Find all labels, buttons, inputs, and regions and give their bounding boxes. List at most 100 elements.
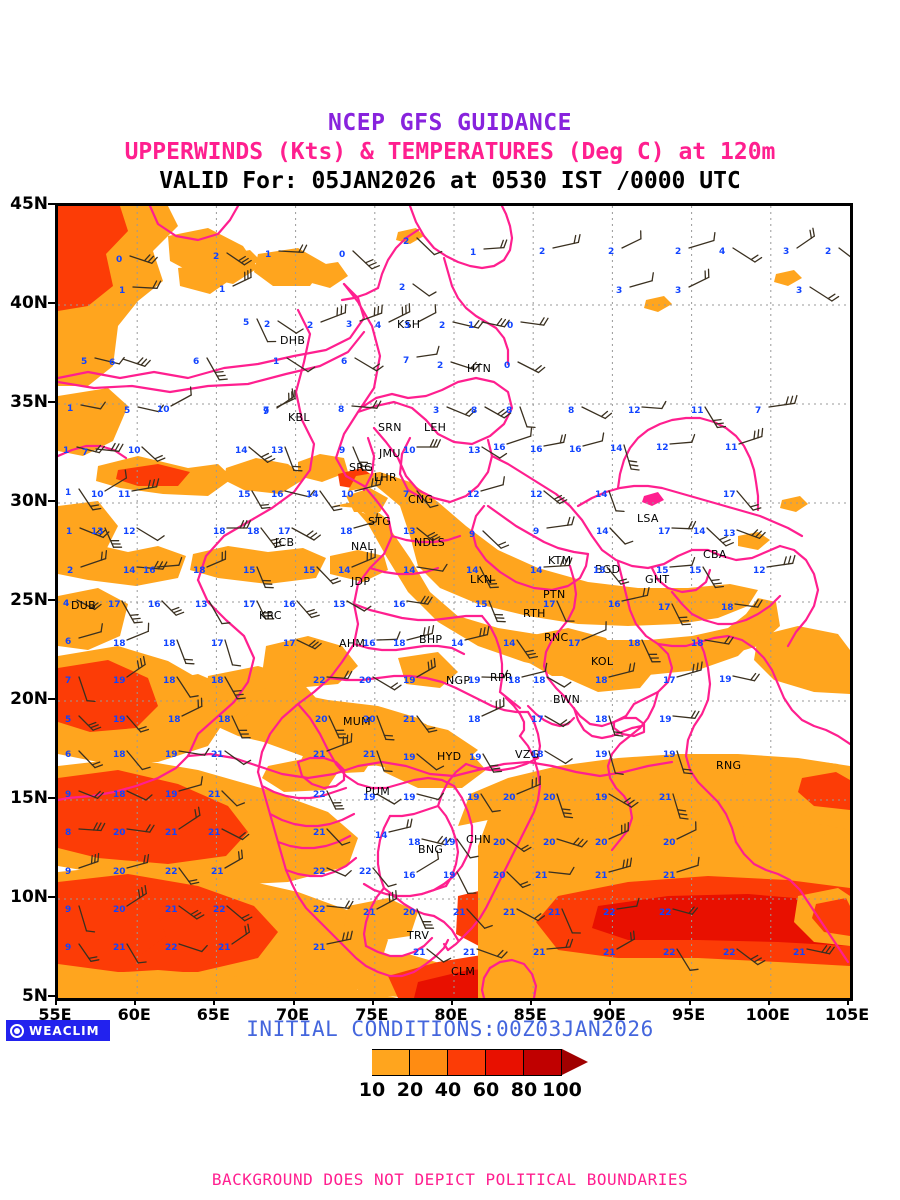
- wind-barb-flag: [214, 370, 224, 374]
- wind-barb-flag: [483, 924, 493, 929]
- station-temperature: 9: [65, 790, 72, 800]
- wind-barb-flag: [628, 460, 638, 463]
- weaclim-logo[interactable]: WEACLIM: [6, 1020, 110, 1041]
- wind-barb-flag: [722, 539, 731, 544]
- wind-barb-flag: [496, 949, 504, 957]
- wind-barb-flag: [240, 849, 244, 859]
- wind-barb-flag: [713, 231, 716, 242]
- wind-barb-shaft: [416, 858, 440, 873]
- wind-barb-shaft: [80, 404, 102, 410]
- wind-barb-flag: [364, 259, 374, 264]
- station-temperature: 2: [264, 320, 271, 330]
- wind-barb-shaft: [137, 406, 160, 413]
- wind-barb-flag: [677, 809, 687, 812]
- wind-barb-flag: [97, 852, 100, 863]
- wind-barb-flag: [479, 627, 482, 638]
- wind-barb-flag: [520, 844, 529, 850]
- wind-barb-flag: [329, 577, 339, 582]
- station-temperature: 22: [723, 948, 736, 958]
- wind-barb-flag: [313, 534, 321, 541]
- station-temperature: 18: [163, 639, 176, 649]
- wind-barb-flag: [368, 262, 377, 267]
- wind-barb-flag: [157, 561, 164, 570]
- wind-barb-flag: [344, 870, 352, 877]
- wind-barb-flag: [601, 432, 605, 442]
- y-axis-tick-mark: [48, 797, 55, 799]
- wind-barb-flag: [307, 366, 316, 373]
- station-temperature: 10: [128, 446, 141, 456]
- wind-barb-flag: [260, 452, 270, 458]
- wind-barb-shaft: [178, 784, 202, 792]
- wind-barb-flag: [274, 544, 285, 548]
- station-temperature: 16: [608, 600, 621, 610]
- wind-barb-flag: [295, 328, 304, 334]
- station-temperature: 19: [469, 753, 482, 763]
- station-temperature: 17: [663, 676, 676, 686]
- colorbar-under-arrow: [346, 1049, 372, 1075]
- map-plot-area[interactable]: DHB KSH HTN KBL SRN LEH JMU SRG LHR CNG LSA STG JCB N…: [55, 203, 853, 1001]
- wind-barb-shaft: [521, 670, 546, 678]
- station-temperature: 2: [67, 566, 74, 576]
- station-temperature: 8: [65, 828, 72, 838]
- city-label: NDLS: [414, 536, 446, 549]
- station-temperature: 21: [211, 750, 224, 760]
- wind-barb-shaft: [416, 793, 439, 801]
- wind-barb-flag: [197, 806, 201, 816]
- wind-barb-flag: [96, 822, 102, 831]
- wind-barb-flag: [236, 697, 246, 700]
- station-temperature: 2: [608, 247, 615, 257]
- wind-barb-flag: [137, 726, 147, 730]
- wind-barb-flag: [614, 734, 624, 737]
- wind-barb-flag: [716, 425, 727, 429]
- station-temperature: 12: [628, 406, 641, 416]
- station-temperature: 19: [113, 676, 126, 686]
- wind-barb-shaft: [78, 631, 102, 639]
- wind-barb-flag: [155, 478, 160, 488]
- station-temperature: 9: [65, 943, 72, 953]
- wind-barb-flag: [559, 557, 564, 567]
- station-temperature: 7: [403, 356, 410, 366]
- station-temperature: 18: [628, 639, 641, 649]
- wind-barb-shaft: [641, 406, 663, 410]
- station-temperature: 21: [403, 715, 416, 725]
- wind-barb-flag: [821, 945, 828, 953]
- wind-barb-flag: [433, 250, 443, 256]
- wind-barb-flag: [94, 528, 102, 535]
- city-label: PTN: [543, 588, 566, 601]
- station-temperature: 14: [338, 566, 351, 576]
- wind-barb-flag: [783, 556, 787, 566]
- wind-barb-flag: [266, 458, 276, 463]
- y-axis-tick-label: 5N: [21, 986, 48, 1006]
- wind-barb-flag: [87, 721, 97, 726]
- wind-barb-flag: [568, 557, 573, 567]
- wind-barb-flag: [576, 838, 584, 847]
- wind-barb-flag: [828, 946, 835, 955]
- station-temperature: 19: [595, 793, 608, 803]
- wind-barb-flag: [626, 799, 635, 806]
- city-label: JDP: [351, 575, 371, 588]
- wind-barb-flag: [431, 624, 435, 635]
- wind-barb-flag: [190, 881, 200, 885]
- title-line-valid-time: VALID For: 05JAN2026 at 0530 IST /0000 U…: [159, 168, 741, 194]
- wind-barb-flag: [750, 254, 759, 261]
- station-temperature: 2: [825, 247, 832, 257]
- station-temperature: 7: [82, 448, 89, 458]
- station-temperature: 20: [543, 838, 556, 848]
- y-axis-tick-label: 40N: [10, 293, 48, 313]
- station-temperature: 19: [403, 753, 416, 763]
- wind-barb-flag: [100, 551, 103, 561]
- wind-barb-flag: [151, 479, 156, 489]
- wind-barb-shaft: [481, 446, 501, 459]
- wind-barb-flag: [92, 726, 102, 731]
- colorbar[interactable]: [346, 1049, 588, 1076]
- city-label: RTH: [523, 607, 546, 620]
- station-temperature: 15: [303, 566, 316, 576]
- wind-barb-flag: [757, 429, 760, 439]
- station-temperature: 18: [393, 639, 406, 649]
- y-axis-tick-mark: [48, 995, 55, 997]
- y-axis-tick-label: 30N: [10, 491, 48, 511]
- wind-barb-flag: [712, 582, 722, 585]
- station-temperature: 1: [119, 286, 126, 296]
- city-label: DUB: [71, 599, 96, 612]
